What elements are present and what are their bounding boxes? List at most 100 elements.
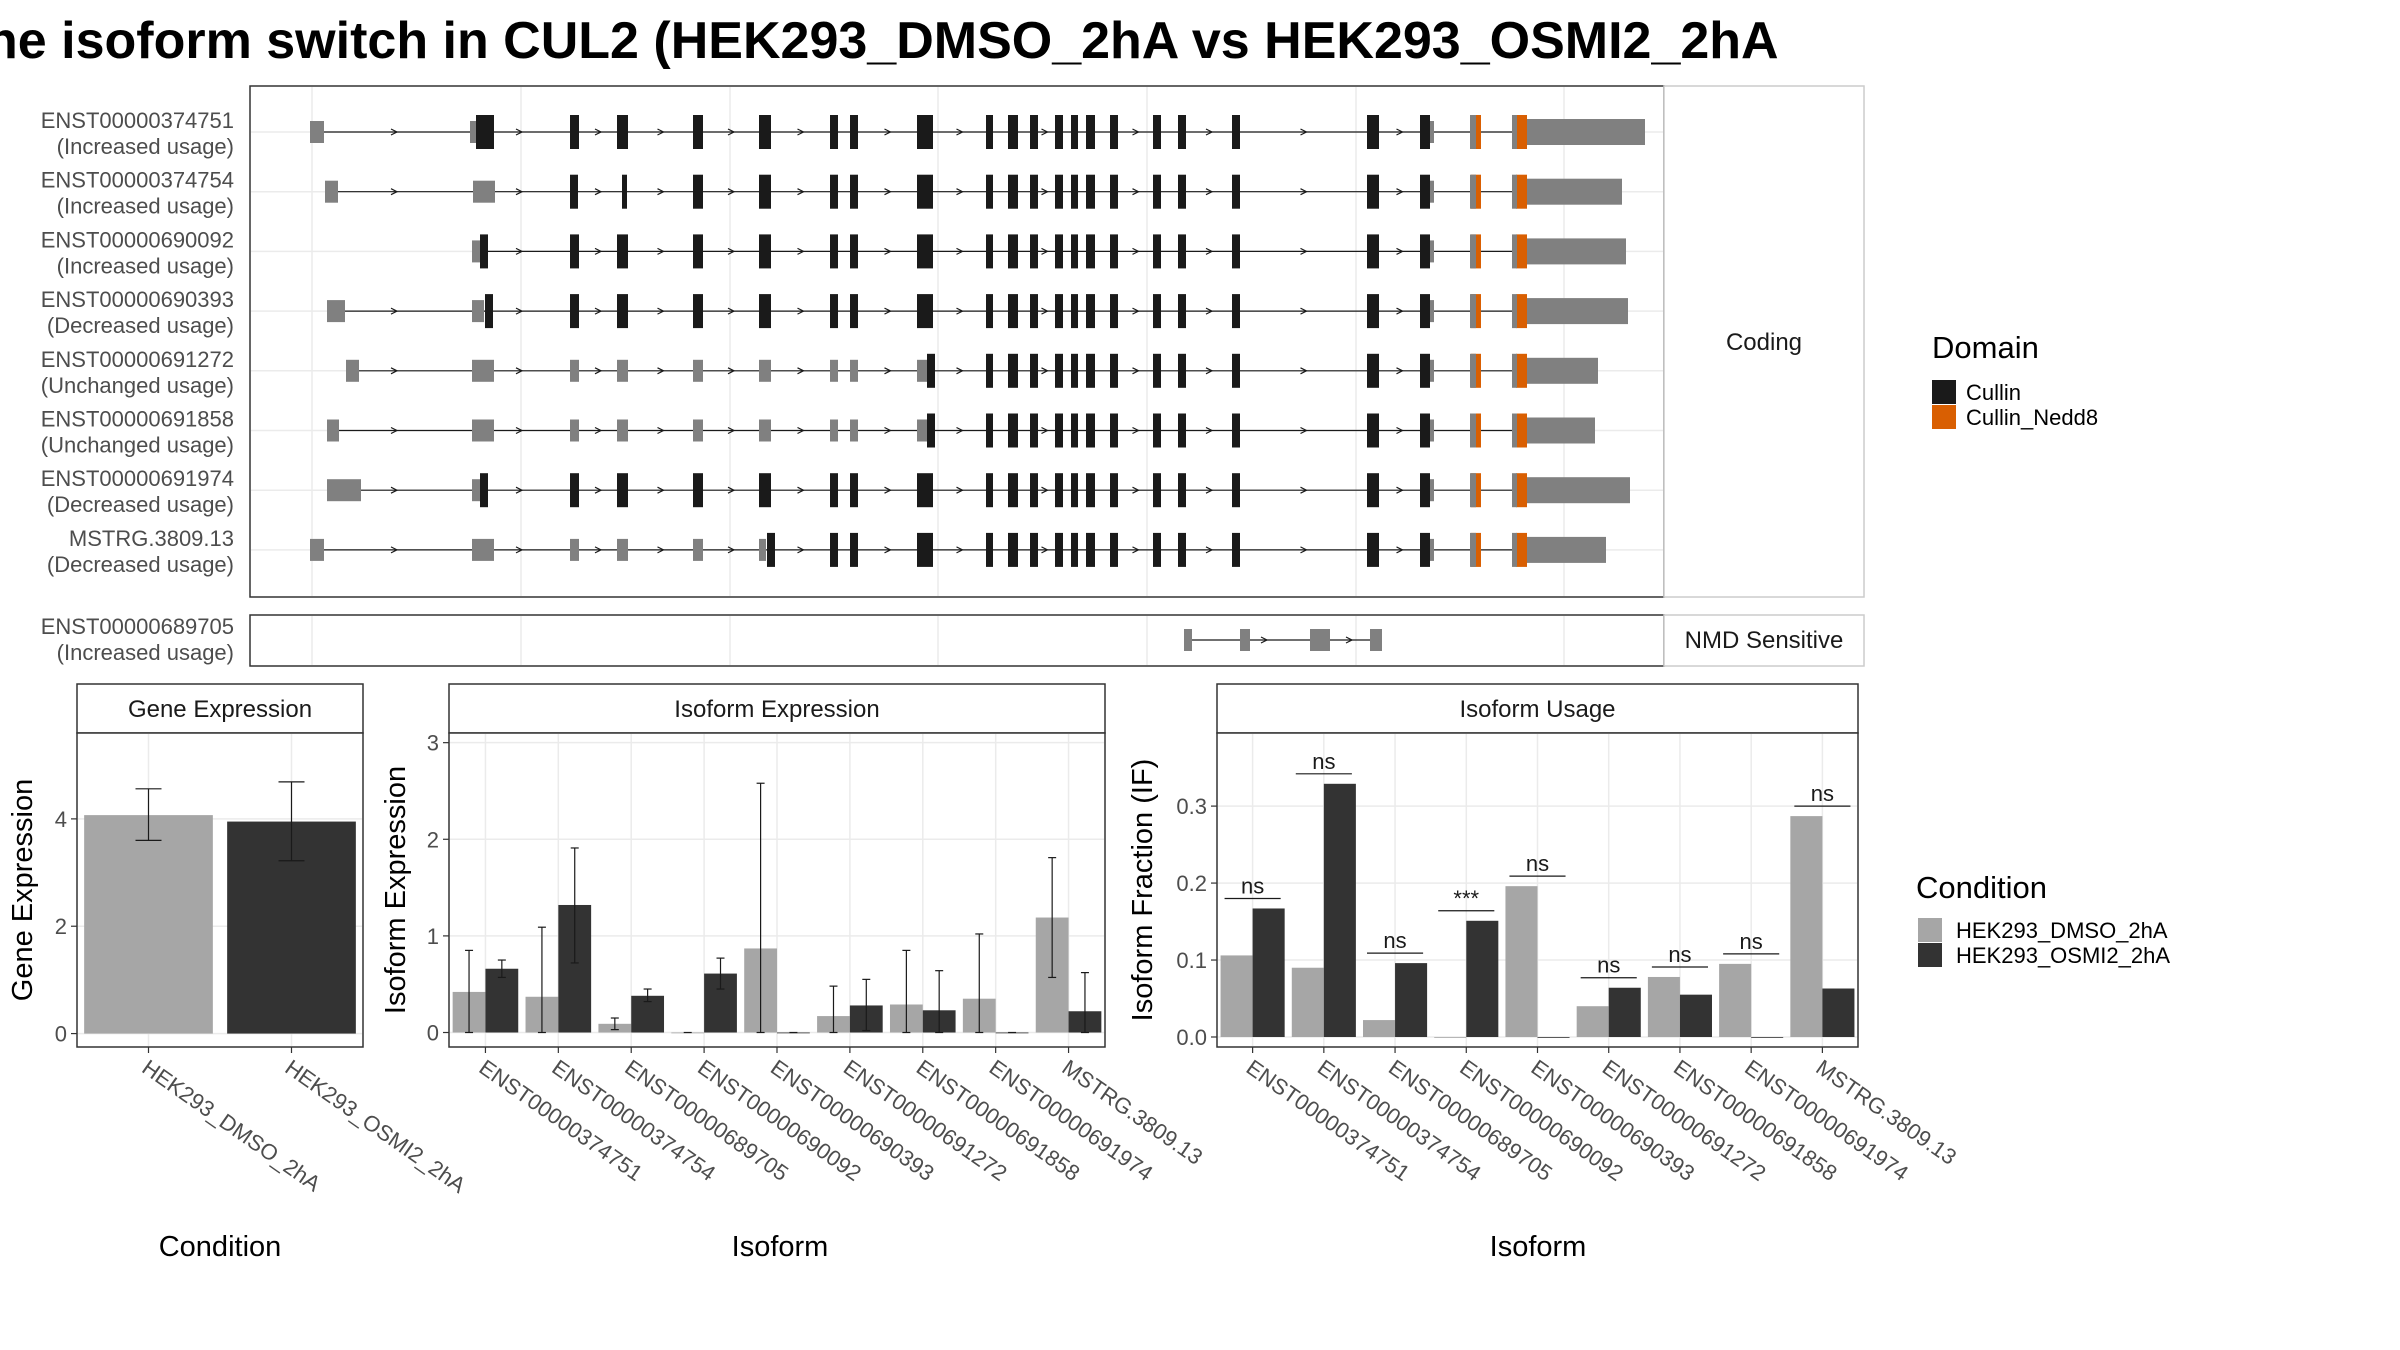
strand-arrow (1041, 426, 1049, 435)
cullin-exon (927, 413, 935, 448)
strand-arrow (884, 128, 892, 136)
cullin-exon (1110, 473, 1118, 508)
transcript-id-label: ENST00000689705 (41, 614, 234, 639)
utr-exon (830, 359, 838, 382)
strand-arrow (515, 128, 524, 136)
cullin-exon (1071, 234, 1078, 269)
bar-dmso (84, 815, 213, 1034)
utr-exon (1470, 115, 1476, 149)
cullin-exon (476, 115, 494, 149)
cullin-exon (1071, 413, 1078, 448)
utr-exon (1430, 121, 1434, 143)
bar-dmso (1505, 886, 1538, 1037)
strand-arrow (797, 188, 805, 196)
strand-arrow (956, 367, 964, 375)
strand-arrow (1300, 128, 1308, 136)
cullin-exon (1153, 115, 1161, 149)
coding-strip-label: Coding (1726, 329, 1802, 356)
strand-arrow (390, 426, 399, 435)
cullin-exon (850, 115, 858, 149)
strand-arrow (1132, 188, 1140, 196)
cullin-exon (1367, 174, 1379, 209)
significance-label: ns (1312, 749, 1335, 774)
strand-arrow (1132, 128, 1140, 136)
cullin-nedd8-exon (1516, 115, 1527, 149)
domain-legend: Domain Cullin Cullin_Nedd8 (1932, 330, 2098, 430)
cullin-exon (1153, 353, 1161, 388)
strand-arrow (390, 307, 399, 315)
strand-arrow (1300, 546, 1308, 554)
cullin-exon (986, 174, 993, 209)
cullin-exon (917, 294, 933, 329)
strand-arrow (1396, 188, 1404, 196)
strand-arrow (657, 128, 665, 136)
strand-arrow (797, 367, 805, 375)
cullin-exon (1153, 234, 1161, 269)
cullin-exon (1110, 353, 1118, 388)
transcript-usage-label: (Decreased usage) (47, 313, 234, 338)
bar-dmso (1719, 963, 1752, 1037)
cullin-exon (830, 115, 838, 149)
strand-arrow (956, 307, 964, 315)
utr-exon (570, 419, 579, 442)
bar-osmi2 (1679, 994, 1712, 1037)
cullin-exon (1153, 532, 1161, 567)
cullin-exon (570, 174, 578, 209)
cullin-exon (1232, 473, 1240, 508)
cullin-exon (1178, 234, 1186, 269)
cullin-exon (617, 234, 628, 269)
strand-arrow (594, 546, 603, 554)
nmd-strip-label: NMD Sensitive (1685, 627, 1844, 654)
strand-arrow (1041, 367, 1049, 375)
strand-arrow (797, 546, 805, 554)
transcript-usage-label: (Increased usage) (57, 640, 234, 665)
cullin-exon (1055, 413, 1063, 448)
strand-arrow (727, 426, 736, 435)
strand-arrow (797, 486, 805, 494)
y-tick-label: 2 (427, 827, 439, 852)
legend-label-dmso: HEK293_DMSO_2hA (1956, 918, 2168, 943)
strand-arrow (594, 426, 603, 435)
cullin-exon (1420, 174, 1430, 209)
legend-swatch-cullin-nedd8 (1932, 405, 1956, 429)
cullin-exon (1055, 353, 1063, 388)
strand-arrow (1205, 486, 1214, 494)
strand-arrow (1205, 188, 1214, 196)
bar-osmi2 (1822, 988, 1855, 1037)
cullin-exon (1055, 294, 1063, 329)
cullin-exon (850, 294, 858, 329)
strand-arrow (515, 188, 524, 196)
utr-exon (346, 359, 359, 382)
bar-dmso (1434, 1036, 1467, 1038)
significance-label: ns (1526, 851, 1549, 876)
panel-strip-label: Isoform Expression (674, 696, 879, 723)
utr-exon (1512, 473, 1517, 508)
cullin-exon (1055, 532, 1063, 567)
expression-bar-panels: Gene Expression 0 2 4 Gene Expression Conditi… (7, 683, 1961, 1263)
strand-arrow (657, 188, 665, 196)
utr-exon (1470, 532, 1476, 567)
cullin-exon (1071, 174, 1078, 209)
cullin-exon (1232, 115, 1240, 149)
cullin-exon (693, 234, 703, 269)
strand-arrow (657, 247, 665, 255)
cullin-exon (1232, 174, 1240, 209)
bar-dmso (1576, 1006, 1609, 1037)
transcript-usage-label: (Increased usage) (57, 253, 234, 278)
legend-label-cullin-nedd8: Cullin_Nedd8 (1966, 405, 2098, 430)
utr-exon (1470, 353, 1476, 388)
strand-arrow (515, 546, 524, 554)
strand-arrow (1396, 426, 1404, 435)
transcript-id-label: ENST00000374751 (41, 108, 234, 133)
cullin-exon (1110, 532, 1118, 567)
utr-exon (1527, 477, 1630, 504)
utr-exon (310, 538, 324, 561)
strand-arrow (1041, 486, 1049, 494)
panel-strip-label: Isoform Usage (1459, 696, 1615, 723)
strand-arrow (727, 367, 736, 375)
nmd-panel-frame (249, 614, 1665, 667)
cullin-exon (759, 115, 771, 149)
strand-arrow (1300, 426, 1308, 435)
cullin-exon (1086, 115, 1095, 149)
